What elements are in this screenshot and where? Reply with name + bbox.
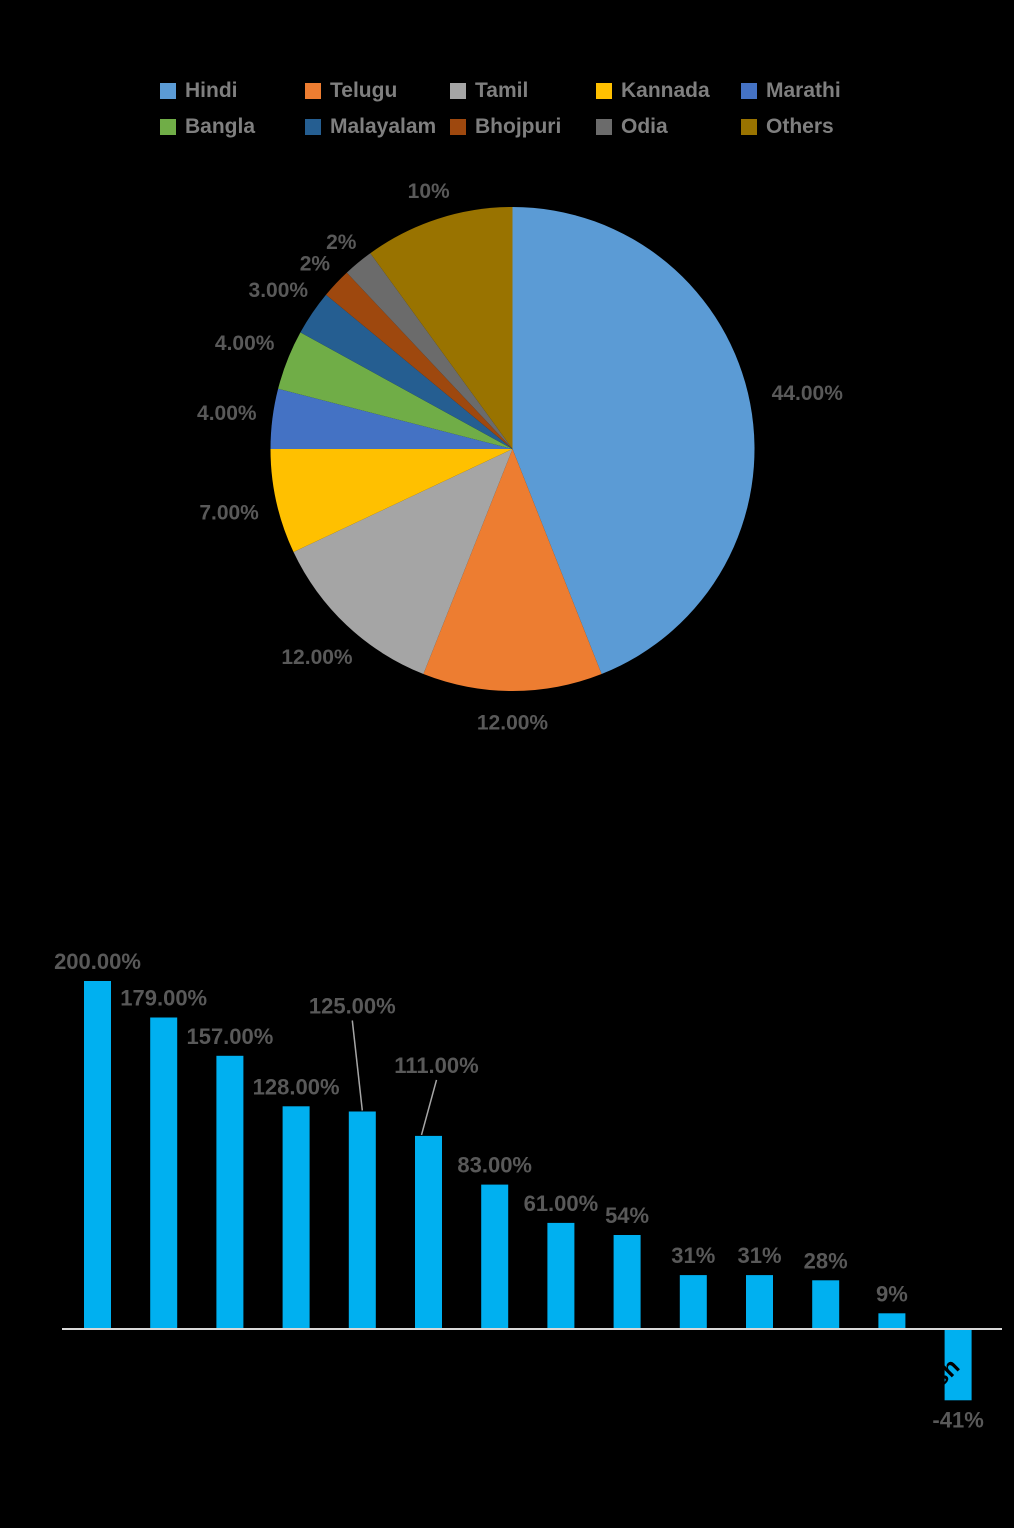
legend-swatch-icon xyxy=(450,83,466,99)
legend-item-label: Odia xyxy=(621,115,668,138)
label-leader-line xyxy=(351,1020,364,1111)
bar-data-label-2: 179.00% xyxy=(120,986,207,1011)
pie-slice-hindi xyxy=(512,207,755,674)
bar-data-label-1: 200.00% xyxy=(54,949,141,974)
legend-item-label: Malayalam xyxy=(330,115,437,138)
pie-slice-tamil xyxy=(293,449,513,674)
pie-data-label-tamil: 12.00% xyxy=(281,646,353,669)
bar-data-label-14: -41% xyxy=(932,1407,983,1432)
legend-item-tamil: Tamil xyxy=(450,76,528,106)
legend-item-label: Others xyxy=(766,115,834,138)
bar-data-label-10: 31% xyxy=(671,1243,715,1268)
legend-item-hindi: Hindi xyxy=(160,76,238,106)
bar-data-label-3: 157.00% xyxy=(186,1024,273,1049)
bar-column-11 xyxy=(746,1275,773,1329)
pie-slice-others xyxy=(370,207,513,449)
chart-legend: Hindi Telugu Tamil Kannada Marathi Bangla Mala… xyxy=(0,0,1014,160)
pie-chart: 44.00% 12.00% 12.00% 7.00% 4.00% 4.00% 3.00% 2%… xyxy=(197,180,844,735)
legend-item-others: Others xyxy=(741,112,834,142)
pie-data-label-bhojpuri: 2% xyxy=(300,253,331,276)
legend-swatch-icon xyxy=(741,83,757,99)
legend-item-bhojpuri: Bhojpuri xyxy=(450,112,561,142)
pie-slice-bhojpuri xyxy=(326,272,513,449)
legend-swatch-icon xyxy=(305,83,321,99)
bar-data-label-9: 54% xyxy=(605,1203,649,1228)
pie-slice-malayalam xyxy=(300,294,513,449)
pie-data-label-telugu: 12.00% xyxy=(477,712,549,735)
pie-data-label-kannada: 7.00% xyxy=(199,501,259,524)
legend-item-label: Bhojpuri xyxy=(475,115,562,138)
bar-column-4 xyxy=(282,1106,310,1329)
pie-slice-odia xyxy=(346,253,513,449)
legend-item-label: Marathi xyxy=(766,79,841,102)
pie-data-label-hindi: 44.00% xyxy=(772,382,844,405)
bar-data-label-13: 9% xyxy=(876,1281,908,1306)
bar-column-9 xyxy=(613,1235,641,1329)
pie-data-label-odia: 2% xyxy=(326,231,357,254)
bar-column-3 xyxy=(216,1055,244,1329)
bar-data-label-7: 83.00% xyxy=(457,1153,532,1178)
bar-data-label-4: 128.00% xyxy=(253,1074,340,1099)
bar-column-6 xyxy=(415,1135,442,1329)
legend-item-bangla: Bangla xyxy=(160,112,255,142)
bar-data-label-8: 61.00% xyxy=(524,1191,599,1216)
bar-column-2 xyxy=(150,1017,178,1329)
bar-data-label-5: 125.00% xyxy=(309,994,396,1019)
legend-item-label: Hindi xyxy=(185,79,238,102)
bar-column-8 xyxy=(547,1222,575,1329)
legend-swatch-icon xyxy=(305,119,321,135)
pie-slice-bangla xyxy=(278,332,513,449)
bar-chart: 200.00% 179.00% 157.00% 128.00% 125.00% 111.0… xyxy=(54,949,1002,1432)
pie-data-label-bangla: 4.00% xyxy=(215,332,275,355)
bar-column-12 xyxy=(812,1280,840,1329)
legend-swatch-icon xyxy=(160,83,176,99)
legend-swatch-icon xyxy=(596,119,612,135)
bar-column-7 xyxy=(481,1184,509,1329)
legend-swatch-icon xyxy=(450,119,466,135)
pie-slice-telugu xyxy=(423,449,602,691)
bar-data-label-11: 31% xyxy=(737,1243,781,1268)
legend-item-label: Telugu xyxy=(330,79,398,102)
bar-column-1 xyxy=(84,981,111,1329)
bar-column-14 xyxy=(944,1329,972,1401)
bar-column-10 xyxy=(679,1275,707,1329)
legend-item-label: Kannada xyxy=(621,79,710,102)
legend-swatch-icon xyxy=(596,83,612,99)
legend-item-label: Bangla xyxy=(185,115,256,138)
label-leader-line xyxy=(420,1079,438,1136)
pie-data-label-malayalam: 3.00% xyxy=(249,279,309,302)
legend-item-label: Tamil xyxy=(475,79,529,102)
legend-item-malayalam: Malayalam xyxy=(305,112,436,142)
legend-swatch-icon xyxy=(741,119,757,135)
legend-item-marathi: Marathi xyxy=(741,76,841,106)
bar-data-label-12: 28% xyxy=(804,1248,848,1273)
legend-swatch-icon xyxy=(160,119,176,135)
bar-column-13 xyxy=(878,1313,906,1329)
pie-slice-marathi xyxy=(270,388,513,449)
pie-slice-kannada xyxy=(270,449,513,552)
pie-data-label-marathi: 4.00% xyxy=(197,402,257,425)
bar-data-label-6: 111.00% xyxy=(394,1053,478,1078)
legend-item-kannada: Kannada xyxy=(596,76,710,106)
legend-item-telugu: Telugu xyxy=(305,76,397,106)
legend-item-odia: Odia xyxy=(596,112,668,142)
bar-column-5 xyxy=(348,1111,376,1329)
pie-data-label-others: 10% xyxy=(408,180,450,203)
